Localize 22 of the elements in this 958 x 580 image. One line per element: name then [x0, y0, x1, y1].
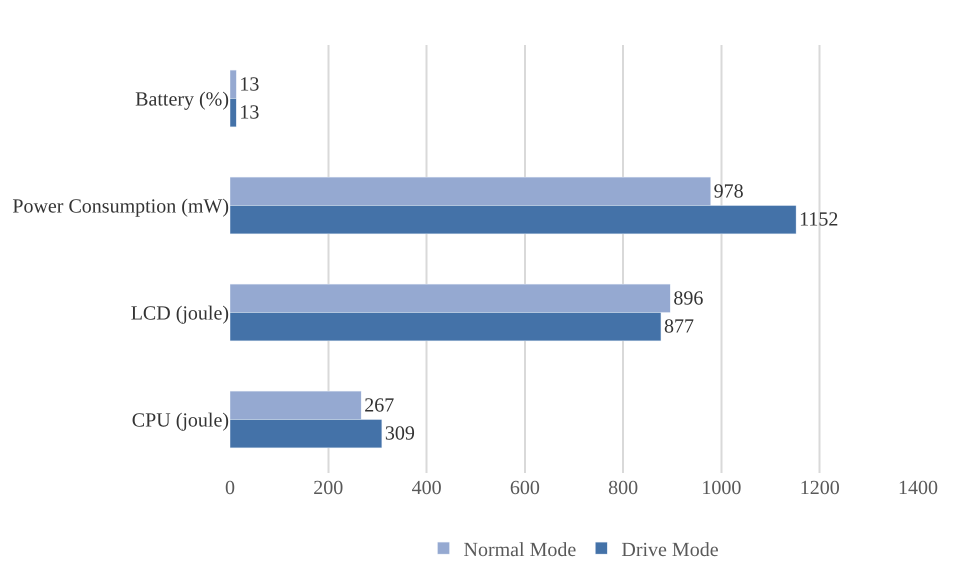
x-tick-label: 800 [608, 477, 638, 499]
y-tick-label: Battery (%) [135, 88, 229, 110]
data-label: 978 [714, 180, 744, 202]
data-label: 13 [239, 73, 260, 96]
data-label: 13 [239, 102, 260, 124]
legend-label: Drive Mode [621, 538, 719, 561]
x-tick-label: 600 [510, 477, 540, 499]
x-tick-label: 1400 [898, 477, 938, 499]
x-tick-label: 0 [225, 477, 235, 499]
data-label: 309 [384, 422, 415, 445]
data-label: 1152 [799, 208, 838, 231]
data-label: 267 [364, 394, 394, 416]
x-tick-label: 400 [412, 477, 442, 499]
y-tick-label: LCD (joule) [130, 302, 229, 324]
x-tick-label: 200 [313, 477, 344, 499]
x-tick-label: 1200 [800, 477, 840, 499]
y-tick-label: CPU (joule) [132, 410, 229, 432]
data-label: 877 [664, 316, 694, 338]
y-tick-label: Power Consumption (mW) [12, 196, 229, 218]
legend-label: Normal Mode [464, 538, 576, 561]
data-label: 896 [673, 287, 704, 310]
x-tick-label: 1000 [701, 477, 742, 499]
